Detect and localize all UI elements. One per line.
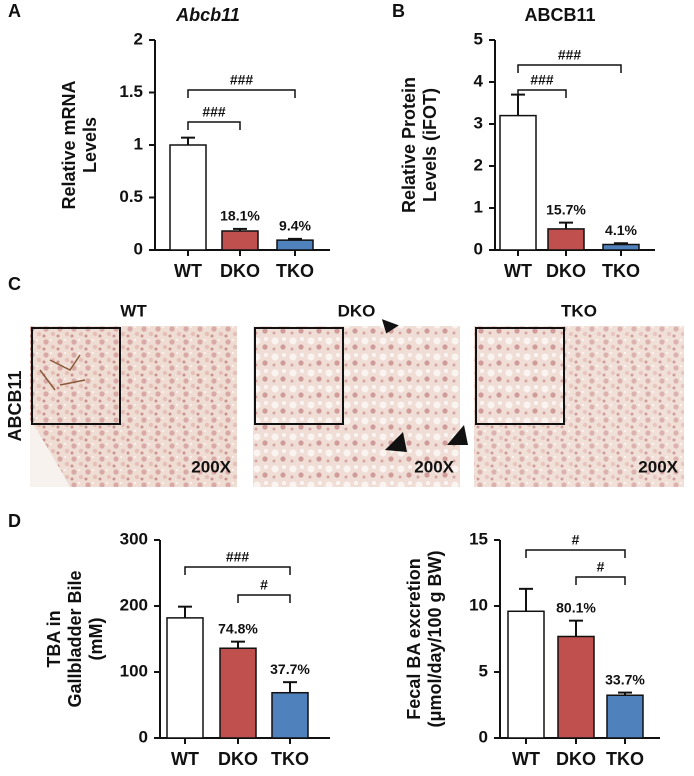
y-axis-label: Relative mRNA (59, 80, 79, 209)
panel-label: A (8, 1, 21, 21)
y-tick-label: 5 (479, 661, 488, 680)
y-tick-label: 1.5 (119, 82, 143, 101)
bar (606, 694, 644, 739)
significance-bracket (184, 566, 291, 575)
value-label: 15.7% (546, 201, 586, 217)
y-axis-label: Levels (80, 117, 100, 173)
x-tick-label: WT (174, 261, 202, 281)
value-label: 74.8% (218, 620, 258, 636)
significance-label: ### (226, 549, 250, 565)
y-tick-label: 10 (469, 595, 488, 614)
inset (31, 327, 121, 425)
significance-bracket (187, 121, 241, 130)
panel-c-images (30, 319, 684, 487)
panel-label: C (8, 274, 21, 294)
y-tick-label: 0 (139, 727, 148, 746)
bar (499, 114, 537, 251)
y-tick-label: 2 (134, 29, 143, 48)
x-tick-label: TKO (271, 749, 309, 769)
significance-label: ### (202, 104, 226, 120)
x-tick-label: DKO (546, 261, 586, 281)
significance-bracket (525, 549, 626, 558)
bar (219, 647, 257, 739)
y-tick-label: 0 (134, 239, 143, 258)
bar (547, 228, 585, 251)
value-label: 4.1% (605, 222, 637, 238)
y-axis-label: Relative Protein (399, 77, 419, 213)
row-label: ABCB11 (5, 370, 25, 441)
x-tick-label: DKO (220, 261, 260, 281)
y-tick-label: 1 (474, 197, 483, 216)
value-label: 18.1% (220, 208, 260, 224)
significance-bracket (187, 89, 296, 98)
arrowhead (385, 432, 407, 452)
x-tick-label: TKO (602, 261, 640, 281)
y-axis-label: (mM) (86, 618, 106, 661)
y-tick-label: 5 (474, 29, 483, 48)
x-tick-label: TKO (606, 749, 644, 769)
significance-label: ### (230, 72, 254, 88)
chart-title: ABCB11 (524, 5, 595, 25)
x-tick-label: WT (171, 749, 199, 769)
inset (475, 327, 565, 425)
significance-bracket (517, 64, 622, 73)
x-tick-label: WT (504, 261, 532, 281)
x-tick-label: DKO (218, 749, 258, 769)
bar (169, 144, 207, 251)
y-tick-label: 1 (134, 134, 143, 153)
value-label: 80.1% (556, 599, 596, 615)
image-title: TKO (561, 301, 597, 320)
arrowhead (447, 425, 468, 445)
magnification: 200X (191, 457, 231, 476)
bar (166, 617, 204, 739)
value-label: 37.7% (270, 661, 310, 677)
magnification: 200X (638, 457, 678, 476)
arrowhead (381, 319, 399, 334)
significance-label: # (260, 577, 268, 593)
significance-label: ### (558, 47, 582, 63)
y-axis-label: TBA in (44, 610, 64, 667)
significance-label: ### (530, 72, 554, 88)
magnification: 200X (414, 457, 454, 476)
image-title: WT (120, 301, 147, 320)
y-axis-label: Levels (iFOT) (420, 88, 440, 202)
significance-label: # (597, 559, 605, 575)
y-tick-label: 200 (120, 595, 148, 614)
x-tick-label: DKO (556, 749, 596, 769)
value-label: 33.7% (605, 671, 645, 687)
y-tick-label: 3 (474, 113, 483, 132)
significance-bracket (237, 594, 291, 603)
significance-bracket (517, 89, 567, 98)
y-tick-label: 300 (120, 529, 148, 548)
y-tick-label: 0 (474, 239, 483, 258)
y-axis-label: Gallbladder Bile (65, 570, 85, 707)
panel-label: B (392, 1, 405, 21)
bar (557, 635, 595, 739)
y-tick-label: 0.5 (119, 187, 143, 206)
bar (271, 691, 309, 739)
y-tick-label: 100 (120, 661, 148, 680)
significance-label: # (572, 532, 580, 548)
y-tick-label: 4 (474, 71, 484, 90)
value-label: 9.4% (279, 218, 311, 234)
vessel (30, 420, 70, 487)
x-tick-label: WT (512, 749, 540, 769)
y-tick-label: 0 (479, 727, 488, 746)
x-tick-label: TKO (276, 261, 314, 281)
inset (254, 327, 344, 425)
bar (276, 239, 314, 251)
y-tick-label: 15 (469, 529, 488, 548)
canaliculi (39, 354, 86, 391)
y-axis-label: (μmol/day/100 g BW) (425, 550, 445, 727)
panel-label: D (8, 511, 21, 531)
y-axis-label: Fecal BA excretion (404, 558, 424, 719)
chart-title: Abcb11 (175, 5, 240, 25)
image-title: DKO (338, 301, 376, 320)
significance-bracket (575, 576, 626, 585)
y-tick-label: 2 (474, 155, 483, 174)
bar (602, 243, 640, 251)
bar (221, 230, 259, 251)
bar (507, 610, 545, 739)
